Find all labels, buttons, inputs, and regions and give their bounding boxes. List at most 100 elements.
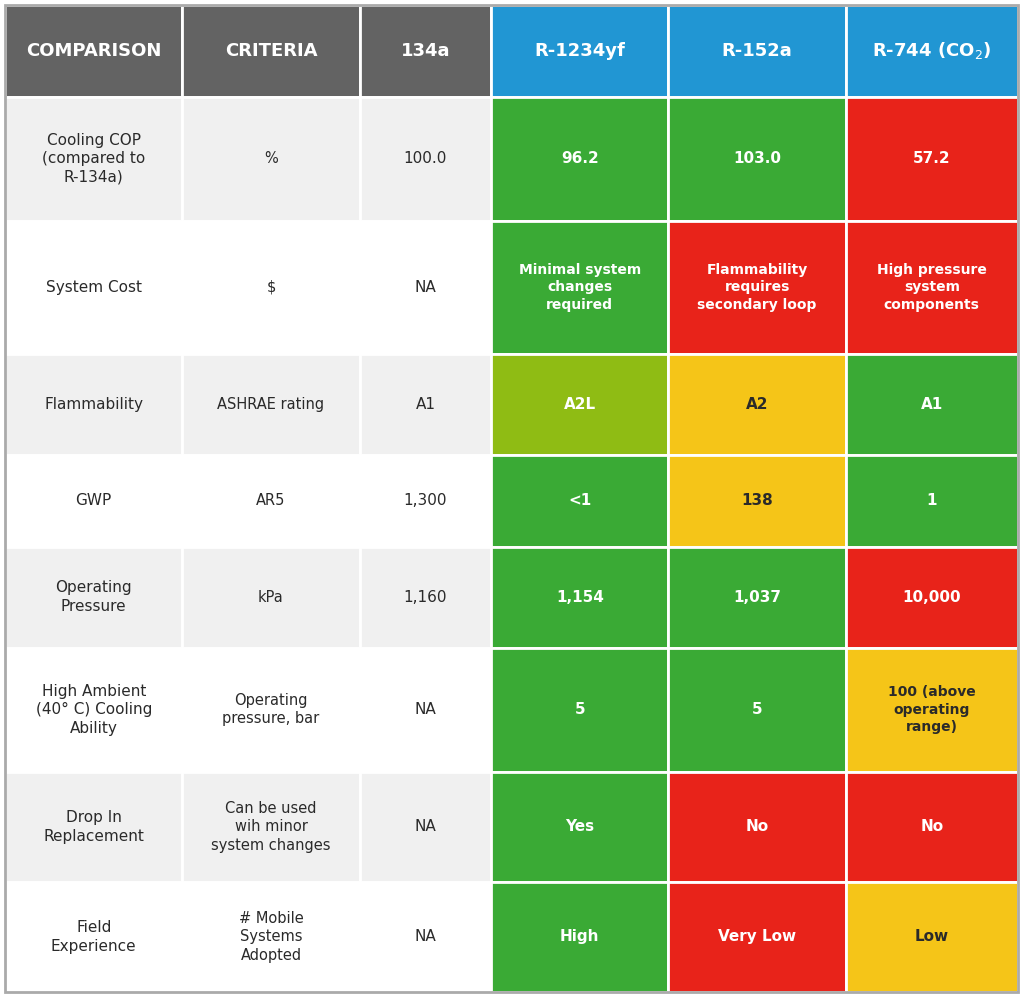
- Bar: [491, 772, 668, 881]
- Bar: [182, 354, 360, 455]
- Text: AR5: AR5: [257, 494, 285, 508]
- Text: 100 (above
operating
range): 100 (above operating range): [888, 685, 976, 734]
- Bar: [360, 881, 491, 992]
- Bar: [360, 546, 491, 648]
- Text: A1: A1: [415, 397, 436, 412]
- Bar: [182, 772, 360, 881]
- Bar: [668, 5, 846, 97]
- Bar: [491, 648, 668, 772]
- Bar: [668, 546, 846, 648]
- Text: Operating
pressure, bar: Operating pressure, bar: [222, 693, 319, 727]
- Text: 103.0: 103.0: [733, 152, 782, 166]
- Bar: [846, 881, 1018, 992]
- Text: NA: NA: [414, 702, 436, 717]
- Bar: [668, 772, 846, 881]
- Text: No: No: [921, 820, 943, 834]
- Text: Low: Low: [915, 929, 949, 944]
- Text: High: High: [561, 929, 599, 944]
- Bar: [5, 772, 182, 881]
- Bar: [360, 97, 491, 220]
- Text: kPa: kPa: [258, 589, 283, 604]
- Bar: [668, 354, 846, 455]
- Bar: [846, 97, 1018, 220]
- Text: %: %: [264, 152, 278, 166]
- Text: A2L: A2L: [564, 397, 596, 412]
- Text: 10,000: 10,000: [902, 589, 962, 604]
- Text: 5: 5: [752, 702, 762, 717]
- Bar: [846, 772, 1018, 881]
- Text: 5: 5: [575, 702, 585, 717]
- Bar: [491, 881, 668, 992]
- Text: Field
Experience: Field Experience: [51, 920, 136, 954]
- Text: R-744 (CO$_2$): R-744 (CO$_2$): [873, 40, 991, 62]
- Text: 100.0: 100.0: [404, 152, 447, 166]
- Text: 57.2: 57.2: [913, 152, 950, 166]
- Text: Flammability
requires
secondary loop: Flammability requires secondary loop: [698, 263, 816, 311]
- Bar: [668, 881, 846, 992]
- Text: A2: A2: [746, 397, 768, 412]
- Text: Cooling COP
(compared to
R-134a): Cooling COP (compared to R-134a): [42, 133, 145, 184]
- Bar: [491, 354, 668, 455]
- Text: <1: <1: [568, 494, 591, 508]
- Bar: [182, 455, 360, 546]
- Text: 1,154: 1,154: [555, 589, 604, 604]
- Text: 138: 138: [742, 494, 773, 508]
- Text: CRITERIA: CRITERIA: [225, 42, 317, 60]
- Text: A1: A1: [921, 397, 943, 412]
- Bar: [5, 5, 182, 97]
- Bar: [5, 881, 182, 992]
- Text: Very Low: Very Low: [718, 929, 796, 944]
- Text: System Cost: System Cost: [46, 280, 142, 295]
- Text: 96.2: 96.2: [561, 152, 598, 166]
- Bar: [182, 881, 360, 992]
- Bar: [182, 97, 360, 220]
- Text: Minimal system
changes
required: Minimal system changes required: [519, 263, 641, 311]
- Bar: [668, 648, 846, 772]
- Bar: [491, 546, 668, 648]
- Text: NA: NA: [414, 929, 436, 944]
- Bar: [5, 354, 182, 455]
- Text: No: No: [746, 820, 768, 834]
- Bar: [846, 648, 1018, 772]
- Text: Flammability: Flammability: [44, 397, 143, 412]
- Bar: [846, 455, 1018, 546]
- Text: 1: 1: [927, 494, 937, 508]
- Bar: [5, 220, 182, 354]
- Text: # Mobile
Systems
Adopted: # Mobile Systems Adopted: [238, 911, 304, 963]
- Bar: [360, 354, 491, 455]
- Bar: [182, 220, 360, 354]
- Text: NA: NA: [414, 280, 436, 295]
- Text: 1,037: 1,037: [733, 589, 782, 604]
- Text: Operating
Pressure: Operating Pressure: [55, 580, 132, 614]
- Text: R-1234yf: R-1234yf: [534, 42, 625, 60]
- Text: High pressure
system
components: High pressure system components: [877, 263, 987, 311]
- Bar: [5, 648, 182, 772]
- Bar: [491, 97, 668, 220]
- Bar: [846, 5, 1018, 97]
- Bar: [360, 5, 491, 97]
- Bar: [491, 455, 668, 546]
- Text: ASHRAE rating: ASHRAE rating: [218, 397, 324, 412]
- Bar: [360, 455, 491, 546]
- Text: Yes: Yes: [566, 820, 594, 834]
- Bar: [846, 220, 1018, 354]
- Text: 1,300: 1,300: [404, 494, 447, 508]
- Bar: [846, 354, 1018, 455]
- Bar: [5, 455, 182, 546]
- Bar: [182, 546, 360, 648]
- Bar: [491, 220, 668, 354]
- Bar: [491, 5, 668, 97]
- Bar: [360, 772, 491, 881]
- Bar: [182, 5, 360, 97]
- Text: R-152a: R-152a: [721, 42, 793, 60]
- Bar: [668, 97, 846, 220]
- Text: Can be used
wih minor
system changes: Can be used wih minor system changes: [211, 801, 330, 852]
- Bar: [182, 648, 360, 772]
- Bar: [5, 546, 182, 648]
- Text: NA: NA: [414, 820, 436, 834]
- Bar: [360, 220, 491, 354]
- Bar: [5, 97, 182, 220]
- Text: Drop In
Replacement: Drop In Replacement: [43, 810, 144, 843]
- Text: COMPARISON: COMPARISON: [26, 42, 162, 60]
- Bar: [846, 546, 1018, 648]
